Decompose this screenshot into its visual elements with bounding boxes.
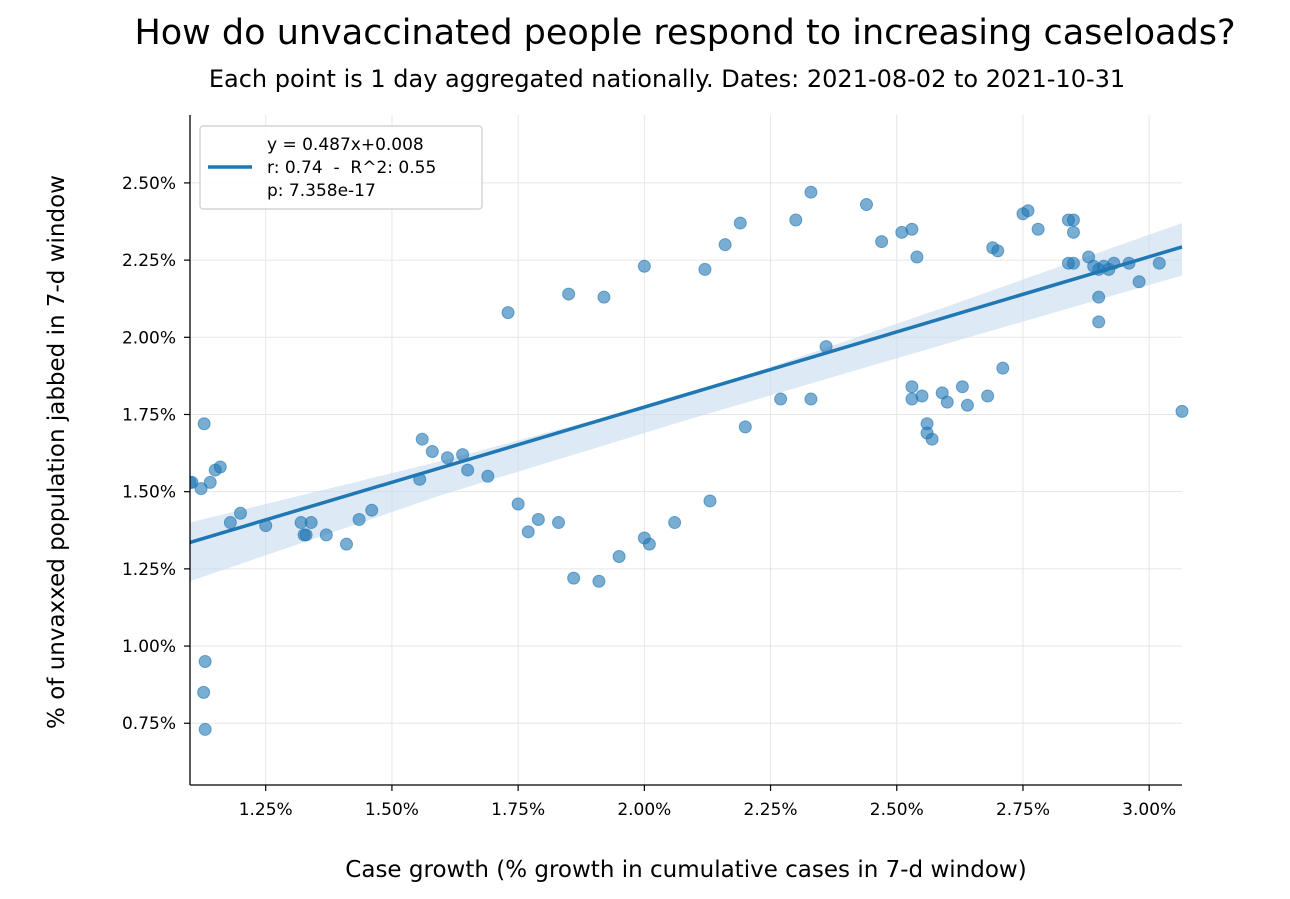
legend: y = 0.487x+0.008 r: 0.74 - R^2: 0.55 p: … bbox=[199, 125, 483, 210]
x-tick-label: 1.25% bbox=[239, 800, 293, 820]
y-tick-label: 1.50% bbox=[122, 483, 176, 503]
scatter-point bbox=[425, 445, 439, 459]
scatter-point bbox=[859, 198, 873, 212]
scatter-point bbox=[365, 503, 379, 517]
scatter-point bbox=[1092, 315, 1106, 329]
axes bbox=[189, 115, 1182, 786]
scatter-point bbox=[642, 537, 656, 551]
scatter-point bbox=[915, 389, 929, 403]
scatter-point bbox=[597, 290, 611, 304]
confidence-band bbox=[190, 223, 1182, 582]
scatter-point bbox=[960, 398, 974, 412]
scatter-point bbox=[1066, 256, 1080, 270]
scatter-point bbox=[804, 185, 818, 199]
scatter-point bbox=[339, 537, 353, 551]
scatter-point bbox=[955, 380, 969, 394]
x-ticks: 1.25% 1.50% 1.75% 2.00% 2.25% 2.50% 2.75% 3.00% bbox=[239, 785, 1176, 820]
scatter-point bbox=[703, 494, 717, 508]
y-tick-label: 1.75% bbox=[122, 405, 176, 425]
scatter-point bbox=[511, 497, 525, 511]
scatter-point bbox=[415, 432, 429, 446]
scatter-point bbox=[1092, 290, 1106, 304]
scatter-point bbox=[925, 432, 939, 446]
y-tick-label: 2.50% bbox=[122, 174, 176, 194]
scatter-point bbox=[698, 262, 712, 276]
scatter-point bbox=[668, 516, 682, 530]
legend-frame bbox=[199, 125, 483, 210]
chart-title: How do unvaccinated people respond to in… bbox=[134, 13, 1235, 53]
x-tick-label: 1.75% bbox=[491, 800, 545, 820]
scatter-point bbox=[991, 244, 1005, 258]
x-axis-label: Case growth (% growth in cumulative case… bbox=[345, 857, 1026, 883]
scatter-point bbox=[637, 259, 651, 273]
legend-correlation: r: 0.74 - R^2: 0.55 bbox=[267, 158, 436, 178]
scatter-point bbox=[197, 685, 211, 699]
scatter-point bbox=[481, 469, 495, 483]
grid bbox=[190, 115, 1182, 785]
scatter-point bbox=[1021, 204, 1035, 218]
chart-subtitle: Each point is 1 day aggregated nationall… bbox=[209, 65, 1125, 93]
scatter-point bbox=[804, 392, 818, 406]
scatter-point bbox=[1175, 404, 1189, 418]
scatter-point bbox=[592, 574, 606, 588]
scatter-point bbox=[738, 420, 752, 434]
scatter-point bbox=[299, 528, 313, 542]
scatter-point bbox=[562, 287, 576, 301]
x-tick-label: 2.50% bbox=[870, 800, 924, 820]
scatter-point bbox=[501, 306, 515, 320]
scatter-point bbox=[718, 238, 732, 252]
scatter-point bbox=[1152, 256, 1166, 270]
y-tick-label: 1.00% bbox=[122, 637, 176, 657]
scatter-point bbox=[1066, 213, 1080, 227]
scatter-point bbox=[981, 389, 995, 403]
y-tick-label: 2.00% bbox=[122, 328, 176, 348]
y-tick-label: 2.25% bbox=[122, 251, 176, 271]
scatter-point bbox=[521, 525, 535, 539]
scatter-point bbox=[319, 528, 333, 542]
scatter-point bbox=[905, 380, 919, 394]
plot-area bbox=[190, 185, 1189, 736]
legend-p-value: p: 7.358e-17 bbox=[267, 181, 376, 201]
x-tick-label: 2.75% bbox=[996, 800, 1050, 820]
y-tick-label: 1.25% bbox=[122, 560, 176, 580]
scatter-point bbox=[910, 250, 924, 264]
scatter-point bbox=[197, 417, 211, 431]
y-axis-label: % of unvaxxed population jabbed in 7-d w… bbox=[44, 175, 70, 729]
scatter-point bbox=[304, 516, 318, 530]
scatter-point bbox=[461, 463, 475, 477]
scatter-point bbox=[198, 654, 212, 668]
scatter-point bbox=[1132, 275, 1146, 289]
scatter-point bbox=[905, 222, 919, 236]
scatter-point bbox=[198, 722, 212, 736]
scatter-point bbox=[940, 395, 954, 409]
scatter-point bbox=[552, 516, 566, 530]
x-tick-label: 3.00% bbox=[1122, 800, 1176, 820]
x-tick-label: 1.50% bbox=[365, 800, 419, 820]
scatter-point bbox=[440, 451, 454, 465]
y-tick-label: 0.75% bbox=[122, 714, 176, 734]
scatter-point bbox=[233, 506, 247, 520]
scatter-point bbox=[1031, 222, 1045, 236]
scatter-point bbox=[203, 475, 217, 489]
x-tick-label: 2.00% bbox=[617, 800, 671, 820]
scatter-point bbox=[612, 550, 626, 564]
scatter-point bbox=[194, 482, 208, 496]
scatter-point bbox=[789, 213, 803, 227]
x-tick-label: 2.25% bbox=[744, 800, 798, 820]
scatter-point bbox=[996, 361, 1010, 375]
scatter-point bbox=[774, 392, 788, 406]
scatter-point bbox=[223, 516, 237, 530]
scatter-point bbox=[875, 235, 889, 249]
scatter-point bbox=[1066, 225, 1080, 239]
scatter-point bbox=[531, 512, 545, 526]
legend-equation: y = 0.487x+0.008 bbox=[267, 135, 424, 155]
y-ticks: 0.75% 1.00% 1.25% 1.50% 1.75% 2.00% 2.25% 2.50% bbox=[122, 174, 190, 734]
regression-line bbox=[190, 245, 1183, 545]
scatter-point bbox=[213, 460, 227, 474]
scatter-point bbox=[352, 512, 366, 526]
scatter-point bbox=[567, 571, 581, 585]
scatter-point bbox=[733, 216, 747, 230]
